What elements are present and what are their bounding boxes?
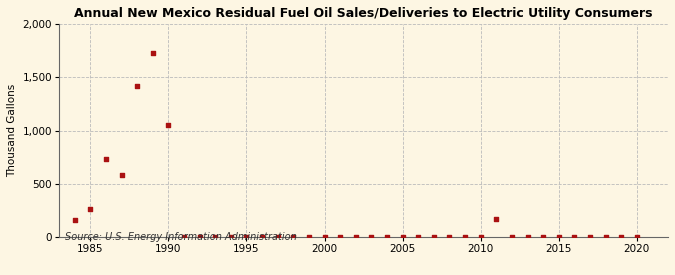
Point xyxy=(225,234,236,239)
Y-axis label: Thousand Gallons: Thousand Gallons xyxy=(7,84,17,177)
Point xyxy=(179,234,190,239)
Point xyxy=(288,234,299,239)
Point xyxy=(444,234,455,239)
Point xyxy=(600,234,611,239)
Point xyxy=(70,218,80,222)
Point xyxy=(335,234,346,239)
Point xyxy=(522,234,533,239)
Point xyxy=(491,216,502,221)
Point xyxy=(506,234,517,239)
Point xyxy=(429,234,439,239)
Point xyxy=(585,234,595,239)
Point xyxy=(163,123,173,128)
Point xyxy=(116,173,127,178)
Point xyxy=(210,234,221,239)
Point xyxy=(319,234,330,239)
Point xyxy=(85,206,96,211)
Point xyxy=(304,234,315,239)
Point xyxy=(460,234,470,239)
Point xyxy=(101,157,111,162)
Point xyxy=(631,234,642,239)
Point xyxy=(272,234,283,239)
Point xyxy=(381,234,392,239)
Point xyxy=(397,234,408,239)
Point xyxy=(350,234,361,239)
Point xyxy=(569,234,580,239)
Text: Source: U.S. Energy Information Administration: Source: U.S. Energy Information Administ… xyxy=(65,232,297,242)
Point xyxy=(616,234,626,239)
Point xyxy=(554,234,564,239)
Point xyxy=(147,51,158,55)
Point xyxy=(194,234,205,239)
Point xyxy=(132,84,142,88)
Point xyxy=(538,234,549,239)
Point xyxy=(475,234,486,239)
Point xyxy=(413,234,424,239)
Title: Annual New Mexico Residual Fuel Oil Sales/Deliveries to Electric Utility Consume: Annual New Mexico Residual Fuel Oil Sale… xyxy=(74,7,653,20)
Point xyxy=(241,234,252,239)
Point xyxy=(256,234,267,239)
Point xyxy=(366,234,377,239)
